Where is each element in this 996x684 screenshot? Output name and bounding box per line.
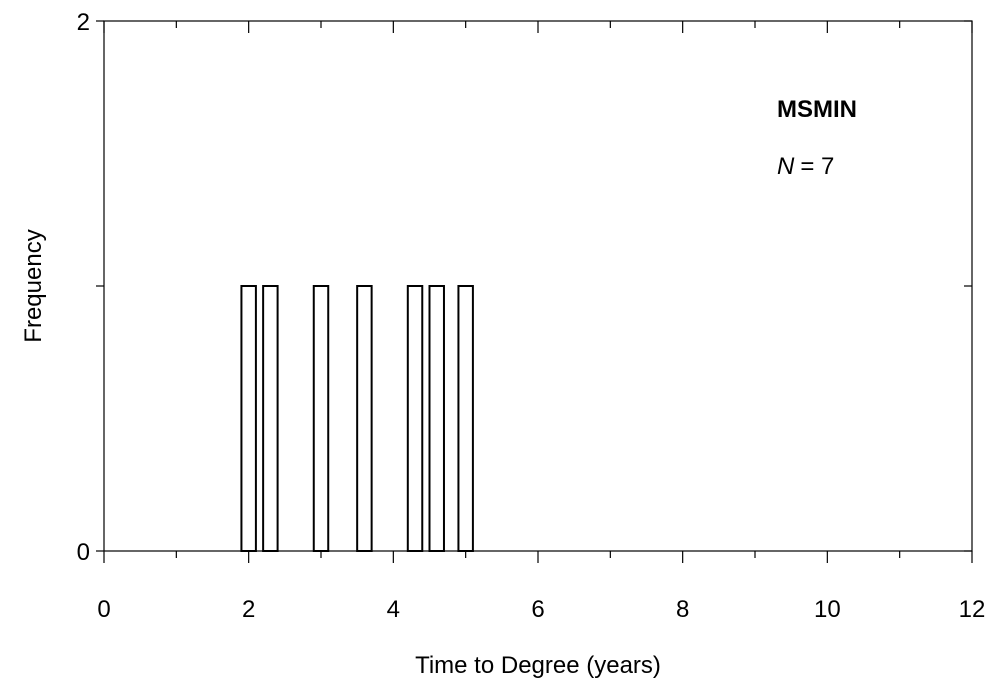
x-tick-label: 10 xyxy=(814,596,841,623)
y-tick-label: 0 xyxy=(77,539,90,566)
histogram-bar xyxy=(262,285,279,552)
histogram-bars xyxy=(240,285,474,552)
annotation-sample-size: N = 7 xyxy=(777,153,834,180)
histogram-bar xyxy=(406,285,424,552)
x-tick-label: 4 xyxy=(387,596,400,623)
y-tick-label: 2 xyxy=(77,9,90,36)
histogram-bar xyxy=(240,285,257,552)
histogram-bar xyxy=(457,285,474,552)
axis-ticks xyxy=(96,20,973,563)
histogram-bar xyxy=(356,285,373,552)
x-tick-label: 12 xyxy=(959,596,986,623)
y-tick-labels: 02 xyxy=(77,9,90,566)
histogram-bar xyxy=(312,285,330,552)
sample-size-symbol: N xyxy=(777,153,795,180)
histogram-bar xyxy=(428,285,445,552)
annotation-group-label: MSMIN xyxy=(777,96,857,123)
x-tick-labels: 0 2 4 6 8 10 12 xyxy=(97,596,985,623)
y-axis-title: Frequency xyxy=(20,229,47,342)
x-axis-title: Time to Degree (years) xyxy=(415,652,661,679)
x-tick-label: 8 xyxy=(676,596,689,623)
sample-size-value: = 7 xyxy=(800,153,834,180)
x-tick-label: 0 xyxy=(97,596,110,623)
x-tick-label: 2 xyxy=(242,596,255,623)
x-tick-label: 6 xyxy=(531,596,544,623)
